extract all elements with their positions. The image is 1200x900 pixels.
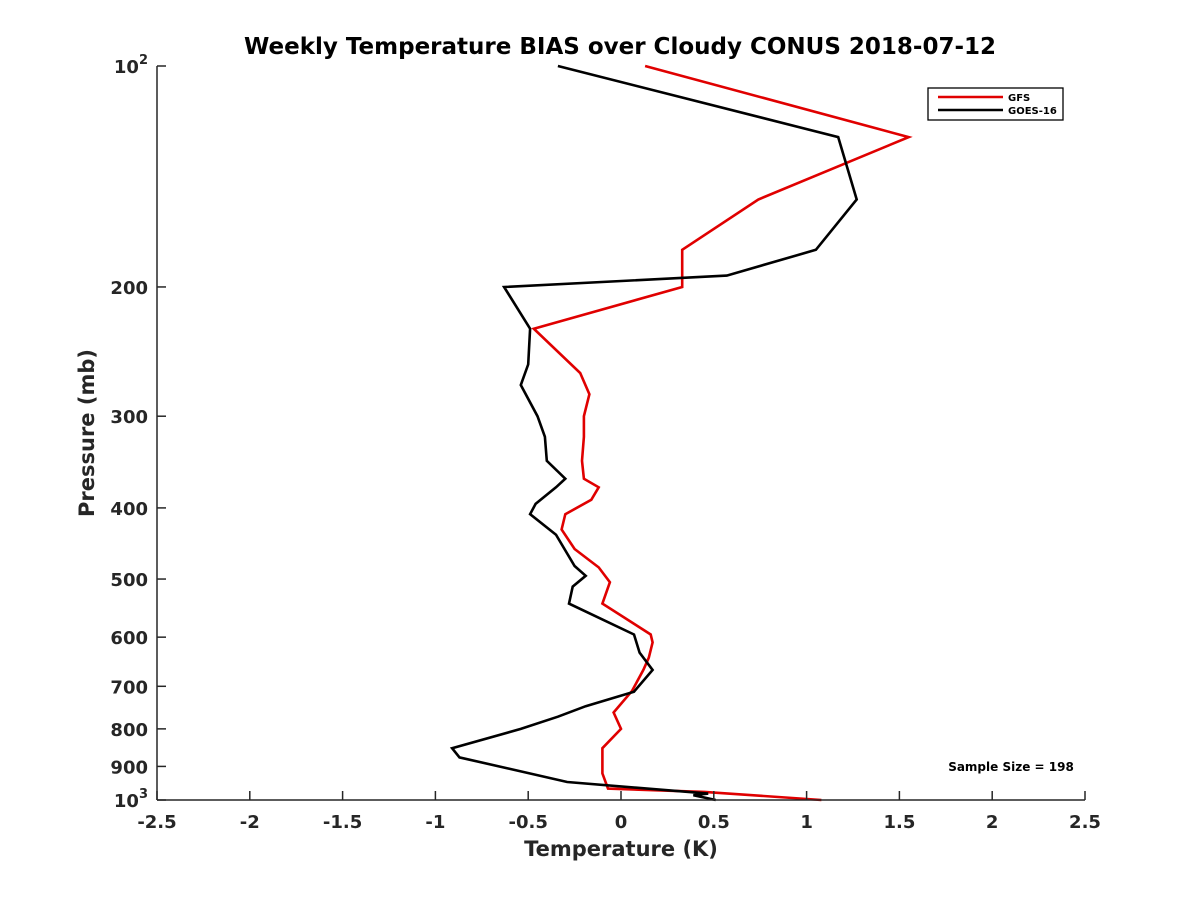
x-axis-ticks: -2.5 -2 -1.5 -1 -0.5 0 0.5 1 1.5 2 2.5: [137, 791, 1101, 833]
y-tick-label: 400: [110, 499, 148, 520]
x-tick-label: 1: [800, 812, 813, 833]
y-tick-label: 103: [114, 787, 148, 812]
x-tick-label: -1: [425, 812, 445, 833]
legend-box: [927, 87, 1064, 121]
legend: GFS GOES-16: [927, 87, 1064, 121]
x-tick-label: -0.5: [509, 812, 548, 833]
legend-label-gfs: GFS: [1008, 93, 1030, 104]
x-tick-label: -2.5: [137, 812, 176, 833]
y-tick-label: 600: [110, 628, 148, 649]
y-axis-ticks: 102 200 300 400 500 600 700 800 900 103: [110, 53, 166, 812]
x-tick-label: 2: [986, 812, 999, 833]
y-axis-label: Pressure (mb): [75, 349, 99, 517]
series-layer: [449, 64, 913, 802]
series-line-goes16: [449, 64, 859, 802]
x-tick-label: 1.5: [883, 812, 915, 833]
y-tick-label: 500: [110, 570, 148, 591]
y-tick-label: 900: [110, 757, 148, 778]
y-tick-label: 300: [110, 407, 148, 428]
y-tick-label: 102: [114, 53, 148, 78]
y-tick-label: 700: [110, 677, 148, 698]
x-axis-label: Temperature (K): [524, 837, 718, 861]
y-tick-label: 800: [110, 720, 148, 741]
chart-title: Weekly Temperature BIAS over Cloudy CONU…: [244, 34, 996, 60]
sample-size-annotation: Sample Size = 198: [948, 760, 1074, 774]
x-tick-label: -1.5: [323, 812, 362, 833]
x-tick-label: 0.5: [698, 812, 730, 833]
y-tick-label: 200: [110, 278, 148, 299]
x-tick-label: 0: [615, 812, 628, 833]
plot-area: -2.5 -2 -1.5 -1 -0.5 0 0.5 1 1.5 2 2.5 102 200 300 40…: [110, 53, 1101, 833]
legend-label-goes16: GOES-16: [1008, 106, 1057, 117]
series-line-gfs: [531, 64, 913, 802]
x-tick-label: 2.5: [1069, 812, 1101, 833]
x-tick-label: -2: [240, 812, 260, 833]
